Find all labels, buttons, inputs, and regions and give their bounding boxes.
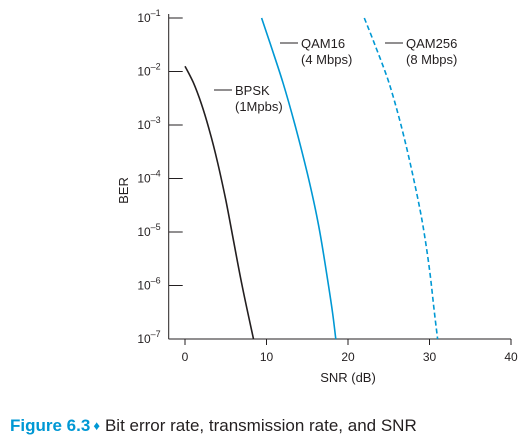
x-tick-label: 40 [504,350,518,364]
y-axis-ticks: 10–1 10–2 10–3 10–4 10–5 10–6 10–7 [137,8,183,346]
series-label-bpsk: BPSK [235,83,270,98]
y-tick-label: 10–2 [137,62,160,79]
series-annotations: BPSK(1Mpbs) QAM16(4 Mbps) QAM256(8 Mbps) [214,36,457,114]
figure-caption: Figure 6.3 ♦ Bit error rate, transmission … [10,416,417,436]
x-axis-title: SNR (dB) [320,370,376,385]
x-tick-label: 30 [423,350,437,364]
series-rate-qam256: (8 Mbps) [406,52,457,67]
series-line-qam16 [260,17,337,340]
diamond-separator-icon: ♦ [93,418,100,433]
series-rate-qam16: (4 Mbps) [301,52,352,67]
x-tick-label: 0 [182,350,189,364]
x-tick-label: 20 [341,350,355,364]
y-tick-label: 10–1 [137,8,160,25]
figure-number: Figure 6.3 [10,416,91,435]
series-rate-bpsk: (1Mpbs) [235,99,283,114]
x-axis-ticks: 0 10 20 30 40 [182,339,518,364]
series-layer [184,17,439,340]
y-axis-title: BER [116,177,131,204]
y-tick-label: 10–4 [137,169,160,186]
series-line-bpsk [184,65,255,340]
x-tick-label: 10 [260,350,274,364]
y-tick-label: 10–6 [137,276,160,293]
series-label-qam256: QAM256 [406,36,457,51]
figure-caption-text: Bit error rate, transmission rate, and S… [104,416,417,435]
y-tick-label: 10–7 [137,329,160,346]
y-tick-label: 10–5 [137,222,160,239]
series-label-qam16: QAM16 [301,36,345,51]
ber-vs-snr-chart: 0 10 20 30 40 10–1 10–2 10–3 10–4 10–5 10–6 10–7 B… [116,8,518,385]
y-tick-label: 10–3 [137,115,160,132]
axes [168,14,511,340]
series-line-qam256 [363,17,439,340]
